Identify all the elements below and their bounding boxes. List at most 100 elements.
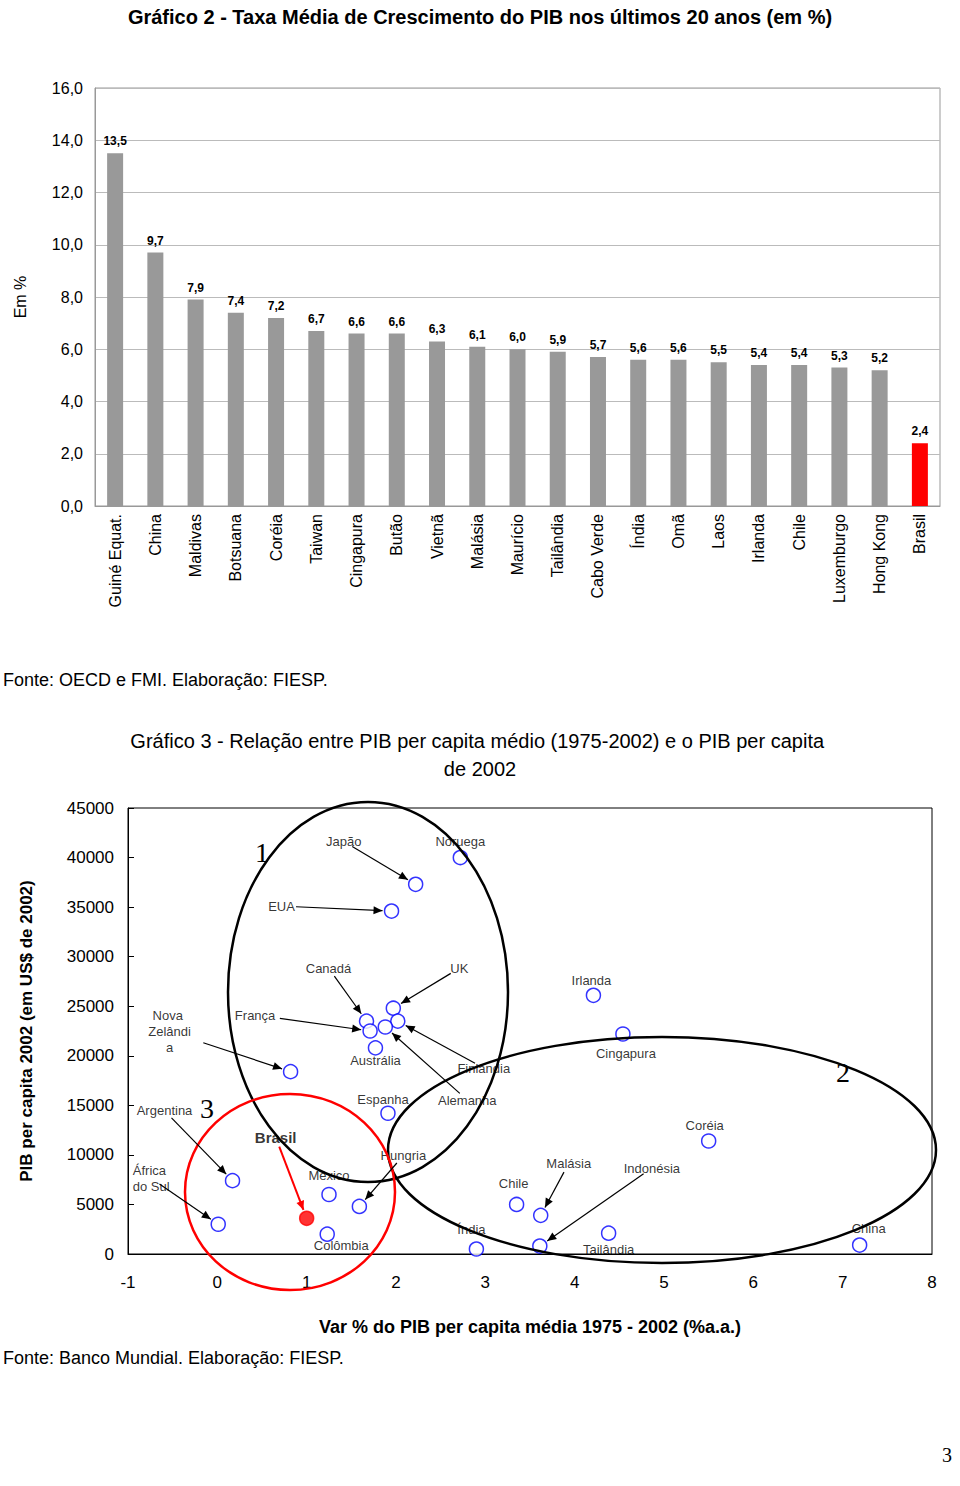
svg-text:7: 7 [838,1273,847,1292]
svg-text:35000: 35000 [67,898,114,917]
svg-text:África: África [133,1163,170,1178]
svg-text:5,5: 5,5 [710,343,727,357]
svg-text:5,2: 5,2 [871,351,888,365]
svg-text:14,0: 14,0 [52,132,83,149]
svg-text:6: 6 [749,1273,758,1292]
svg-text:3: 3 [942,1444,952,1466]
svg-text:3: 3 [200,1093,214,1124]
svg-text:2: 2 [836,1057,850,1088]
svg-text:40000: 40000 [67,848,114,867]
svg-text:7,4: 7,4 [227,294,244,308]
svg-text:Brasil: Brasil [911,514,928,554]
svg-text:Indonésia: Indonésia [624,1161,681,1176]
svg-text:UK: UK [450,961,468,976]
svg-text:45000: 45000 [67,799,114,818]
svg-text:do Sul: do Sul [133,1179,170,1194]
svg-text:Chile: Chile [791,514,808,551]
svg-text:Malásia: Malásia [546,1156,592,1171]
svg-text:5,4: 5,4 [751,346,768,360]
svg-text:Guiné Equat.: Guiné Equat. [107,514,124,607]
svg-text:5: 5 [659,1273,668,1292]
svg-text:20000: 20000 [67,1046,114,1065]
svg-text:Colômbia: Colômbia [314,1238,370,1253]
svg-text:Irlanda: Irlanda [572,973,613,988]
svg-text:6,6: 6,6 [348,315,365,329]
svg-text:7,9: 7,9 [187,281,204,295]
svg-text:Gráfico 3 - Relação entre PIB: Gráfico 3 - Relação entre PIB per capita… [130,730,829,752]
svg-text:7,2: 7,2 [268,299,285,313]
svg-text:6,0: 6,0 [61,341,83,358]
svg-text:2,0: 2,0 [61,445,83,462]
svg-text:Malásia: Malásia [469,514,486,569]
svg-text:Noruega: Noruega [435,834,486,849]
svg-text:Índia: Índia [629,514,647,549]
svg-text:Laos: Laos [710,514,727,549]
svg-text:de 2002: de 2002 [444,758,516,780]
svg-text:Canadá: Canadá [306,961,352,976]
svg-text:5,3: 5,3 [831,349,848,363]
svg-text:5,7: 5,7 [590,338,607,352]
svg-text:Tailândia: Tailândia [583,1242,635,1257]
svg-text:Luxemburgo: Luxemburgo [831,514,848,603]
svg-text:China: China [147,514,164,556]
svg-text:França: França [235,1008,276,1023]
svg-text:Em %: Em % [12,276,29,319]
svg-text:Vietnã: Vietnã [429,514,446,559]
svg-text:Hong Kong: Hong Kong [871,514,888,594]
svg-text:8,0: 8,0 [61,289,83,306]
svg-text:Espanha: Espanha [357,1092,409,1107]
svg-text:1: 1 [255,837,269,868]
svg-text:15000: 15000 [67,1096,114,1115]
svg-text:4: 4 [570,1273,579,1292]
svg-text:Fonte: Banco Mundial. Elaboraç: Fonte: Banco Mundial. Elaboração: FIESP. [3,1348,344,1368]
svg-text:10000: 10000 [67,1145,114,1164]
svg-text:Gráfico 2 - Taxa Média de Cres: Gráfico 2 - Taxa Média de Crescimento do… [128,6,832,28]
svg-text:EUA: EUA [268,899,295,914]
svg-text:5,6: 5,6 [630,341,647,355]
svg-text:16,0: 16,0 [52,80,83,97]
svg-text:Taiwan: Taiwan [308,514,325,564]
svg-text:Tailândia: Tailândia [549,514,566,577]
svg-text:Coréia: Coréia [268,514,285,561]
svg-text:PIB per capita 2002 (em US$ de: PIB per capita 2002 (em US$ de 2002) [17,880,36,1181]
svg-text:6,3: 6,3 [429,322,446,336]
svg-text:9,7: 9,7 [147,234,164,248]
svg-text:Alemanha: Alemanha [438,1093,497,1108]
svg-text:Fonte: OECD e FMI. Elaboração:: Fonte: OECD e FMI. Elaboração: FIESP. [3,670,328,690]
svg-text:0,0: 0,0 [61,498,83,515]
svg-text:6,0: 6,0 [509,330,526,344]
svg-text:Chile: Chile [499,1176,529,1191]
svg-text:Var % do PIB per capita média: Var % do PIB per capita média 1975 - 200… [319,1317,741,1337]
svg-text:5,6: 5,6 [670,341,687,355]
svg-text:Austrália: Austrália [350,1053,401,1068]
svg-text:Butão: Butão [388,514,405,556]
svg-text:Omã: Omã [670,514,687,549]
svg-text:Cingapura: Cingapura [348,514,365,588]
svg-text:Brasil: Brasil [255,1129,297,1146]
svg-text:0: 0 [213,1273,222,1292]
svg-text:Coréia: Coréia [686,1118,725,1133]
svg-text:Irlanda: Irlanda [750,514,767,563]
svg-text:6,1: 6,1 [469,328,486,342]
svg-text:5000: 5000 [76,1195,114,1214]
svg-text:25000: 25000 [67,997,114,1016]
svg-text:Maldivas: Maldivas [187,514,204,577]
svg-text:13,5: 13,5 [103,134,127,148]
svg-text:30000: 30000 [67,947,114,966]
svg-text:8: 8 [927,1273,936,1292]
svg-text:5,9: 5,9 [549,333,566,347]
svg-text:Japão: Japão [326,834,361,849]
svg-text:Maurício: Maurício [509,514,526,575]
svg-text:5,4: 5,4 [791,346,808,360]
svg-text:2: 2 [391,1273,400,1292]
svg-text:0: 0 [105,1245,114,1264]
svg-text:a: a [166,1040,174,1055]
svg-text:Nova: Nova [153,1008,187,1023]
svg-text:3: 3 [481,1273,490,1292]
svg-text:Cabo Verde: Cabo Verde [589,514,606,599]
svg-text:2,4: 2,4 [912,424,929,438]
svg-text:10,0: 10,0 [52,236,83,253]
svg-text:Cingapura: Cingapura [596,1046,657,1061]
svg-text:Argentina: Argentina [137,1103,193,1118]
svg-text:12,0: 12,0 [52,184,83,201]
